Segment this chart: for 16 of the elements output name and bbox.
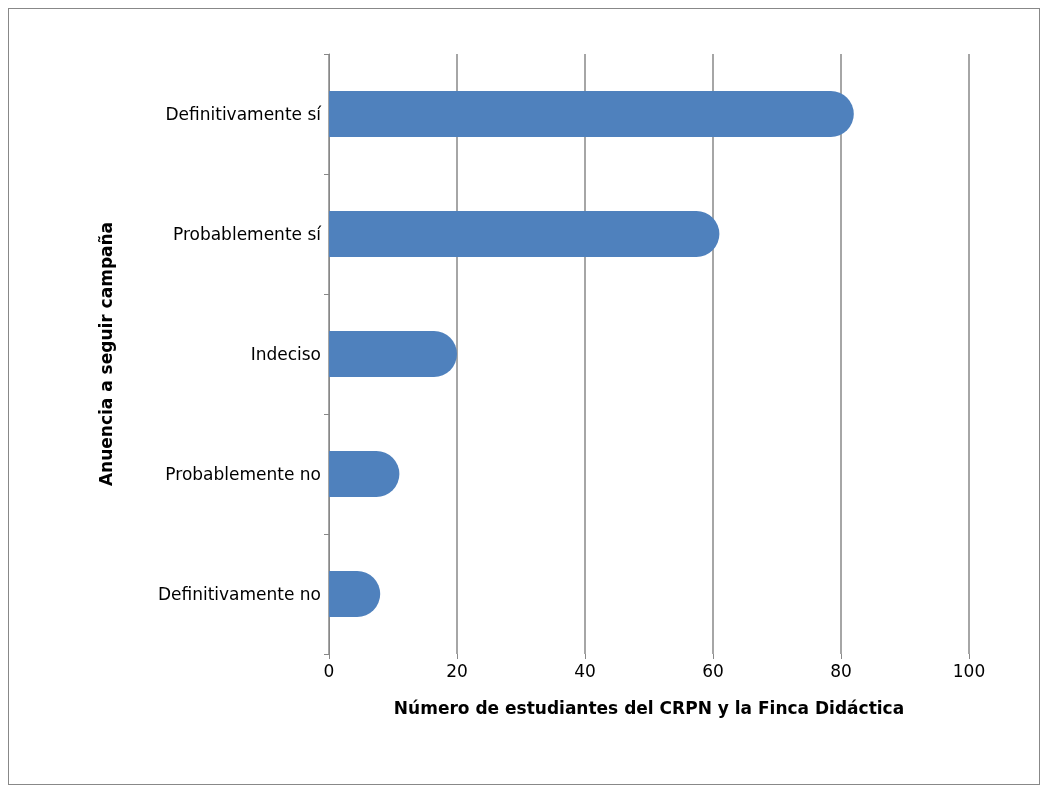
x-tick-label: 0 — [323, 660, 335, 681]
x-tick-label: 40 — [574, 660, 596, 681]
x-tick-label: 20 — [446, 660, 468, 681]
y-tick-label: Probablemente no — [165, 464, 321, 484]
y-tick-label: Definitivamente sí — [165, 104, 323, 124]
y-tick-label: Probablemente sí — [172, 224, 323, 244]
bar — [329, 211, 720, 257]
y-tick-label: Definitivamente no — [157, 584, 321, 604]
bar — [329, 331, 457, 377]
y-tick-label: Indeciso — [250, 344, 321, 364]
y-axis-title: Anuencia a seguir campaña — [95, 221, 116, 487]
x-tick-label: 80 — [830, 660, 852, 681]
x-axis-title: Número de estudiantes del CRPN y la Finca Didáctica — [393, 697, 905, 718]
x-tick-label: 60 — [702, 660, 724, 681]
bar — [329, 91, 854, 137]
x-tick-label: 100 — [952, 660, 986, 681]
